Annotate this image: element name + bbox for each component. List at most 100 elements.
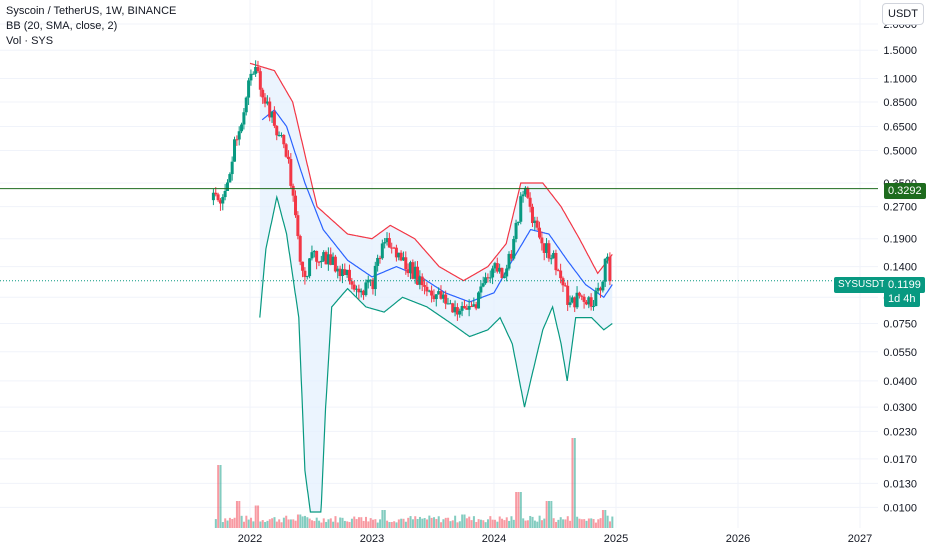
- candle-body: [317, 261, 321, 263]
- candle-body: [298, 236, 302, 262]
- volume-bar: [440, 522, 443, 528]
- volume-bar: [303, 515, 306, 528]
- candle-body: [406, 269, 410, 274]
- candle-body: [305, 276, 309, 278]
- volume-bar: [449, 521, 452, 528]
- legend-bb-indicator[interactable]: BB (20, SMA, close, 2): [6, 20, 118, 32]
- candle-body: [394, 247, 398, 258]
- price-axis: 2.00001.50001.10000.85000.65000.50000.35…: [883, 19, 917, 514]
- volume-bar: [360, 517, 363, 528]
- candle-body: [366, 279, 370, 283]
- volume-bar: [332, 521, 335, 528]
- legend-volume-indicator[interactable]: Vol · SYS: [6, 35, 54, 47]
- volume-bar: [433, 517, 436, 528]
- volume-bar: [221, 522, 224, 528]
- volume-bar: [454, 515, 457, 528]
- candle-body: [399, 252, 403, 261]
- volume-bar: [250, 517, 253, 528]
- candle-body: [533, 220, 537, 224]
- volume-bar: [428, 515, 431, 528]
- volume-bar: [348, 522, 351, 528]
- volume-bar: [524, 520, 527, 528]
- volume-bar: [533, 520, 536, 528]
- candle-body: [279, 134, 283, 136]
- volume-bar: [423, 518, 426, 528]
- volume-bar: [442, 519, 445, 528]
- volume-bar: [519, 492, 522, 528]
- volume-bar: [510, 516, 513, 528]
- candle-body: [240, 124, 244, 132]
- candle-body: [333, 256, 337, 272]
- volume-bar: [418, 516, 421, 528]
- candle-body: [439, 291, 443, 299]
- candle-body: [549, 258, 553, 260]
- candle-body: [455, 307, 459, 315]
- candle-body: [430, 290, 434, 296]
- time-axis-tick: 2025: [604, 533, 628, 545]
- volume-bar: [226, 520, 229, 528]
- price-axis-tick: 0.0400: [883, 376, 917, 388]
- candle-body: [244, 97, 248, 113]
- candle-body: [423, 285, 427, 287]
- volume-bar: [594, 522, 597, 528]
- volume-bar: [409, 516, 412, 528]
- candle-body: [596, 287, 600, 291]
- volume-bar: [376, 522, 379, 528]
- candle-body: [498, 267, 502, 272]
- candle-body: [401, 257, 405, 261]
- volume-bar: [494, 519, 497, 528]
- volume-bar: [400, 518, 403, 528]
- price-axis-tick: 0.0300: [883, 402, 917, 414]
- volume-bar: [294, 520, 297, 528]
- candle-body: [521, 194, 525, 197]
- volume-bar: [367, 521, 370, 528]
- volume-bar: [275, 521, 278, 528]
- candle-body: [608, 256, 612, 282]
- candle-body: [291, 185, 295, 196]
- candle-body: [561, 278, 565, 286]
- candle-body: [218, 200, 222, 204]
- volume-bar: [273, 517, 276, 528]
- candle-body: [446, 303, 450, 305]
- volume-bar: [578, 518, 581, 528]
- candle-body: [275, 125, 279, 136]
- candle-body: [277, 134, 281, 136]
- candle-body: [336, 268, 340, 272]
- volume-bar: [550, 501, 553, 528]
- volume-bar: [583, 519, 586, 528]
- volume-bar: [529, 515, 532, 528]
- volume-bar: [219, 465, 222, 528]
- volume-bar: [477, 519, 480, 528]
- volume-bar: [576, 516, 579, 528]
- volume-bar: [489, 516, 492, 528]
- volume-bar: [475, 521, 478, 528]
- candle-body: [329, 254, 333, 265]
- candle-body: [242, 112, 246, 125]
- candle-body: [573, 297, 577, 308]
- countdown-label: 1d 4h: [884, 291, 920, 307]
- candle-body: [486, 277, 490, 279]
- time-axis: 2022 2023 2024 2025 2026 2027: [238, 533, 872, 545]
- legend-symbol[interactable]: Syscoin / TetherUS, 1W, BINANCE: [6, 5, 177, 17]
- currency-button[interactable]: USDT: [882, 3, 924, 25]
- volume-bar: [313, 521, 316, 528]
- price-axis-tick: 0.0750: [883, 319, 917, 331]
- candle-body: [547, 243, 551, 259]
- candle-body: [434, 294, 438, 300]
- candle-body: [338, 268, 342, 277]
- candle-body: [272, 111, 276, 126]
- candle-body: [331, 256, 335, 265]
- price-axis-tick: 0.0130: [883, 478, 917, 490]
- candle-body: [425, 286, 429, 292]
- candle-body: [472, 304, 476, 307]
- candle-body: [484, 277, 488, 284]
- current-price-label: 0.1199: [884, 277, 925, 293]
- candle-body: [416, 266, 420, 285]
- volume-bar: [353, 516, 356, 528]
- candle-body: [301, 261, 305, 271]
- candle-body: [296, 215, 300, 237]
- candle-body: [340, 269, 344, 277]
- volume-bar: [350, 518, 353, 528]
- volume-bar: [505, 517, 508, 528]
